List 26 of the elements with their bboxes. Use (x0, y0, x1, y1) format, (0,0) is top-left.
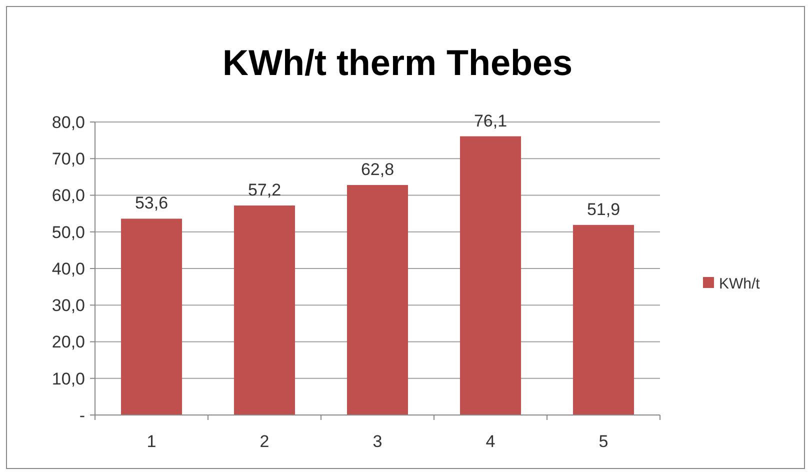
y-tick-label: 70,0 (52, 150, 85, 169)
data-label: 53,6 (134, 194, 168, 213)
bar (460, 136, 522, 415)
chart-title: KWh/t therm Thebes (222, 42, 573, 83)
x-tick-label: 3 (372, 432, 382, 451)
data-label: 76,1 (474, 111, 508, 130)
bar (572, 224, 634, 415)
data-label: 51,9 (586, 200, 620, 219)
x-tick-label: 1 (146, 432, 156, 451)
bar (120, 218, 182, 415)
x-tick-label: 5 (598, 432, 608, 451)
y-tick-label: 80,0 (52, 112, 85, 132)
x-tick-label: 2 (260, 432, 270, 451)
x-tick-label: 4 (486, 432, 496, 451)
data-label: 57,2 (248, 180, 282, 200)
legend-label: KWh/t (719, 275, 761, 292)
bar (234, 206, 296, 415)
y-tick-label: 60,0 (52, 186, 85, 206)
bar (346, 184, 408, 415)
y-tick-label: 30,0 (52, 296, 85, 316)
data-label: 62,8 (360, 160, 394, 179)
y-tick-label: - (79, 406, 85, 425)
y-tick-label: 50,0 (52, 222, 85, 242)
y-tick-label: 10,0 (52, 369, 85, 388)
y-tick-label: 40,0 (52, 259, 85, 278)
y-tick-label: 20,0 (52, 332, 85, 352)
